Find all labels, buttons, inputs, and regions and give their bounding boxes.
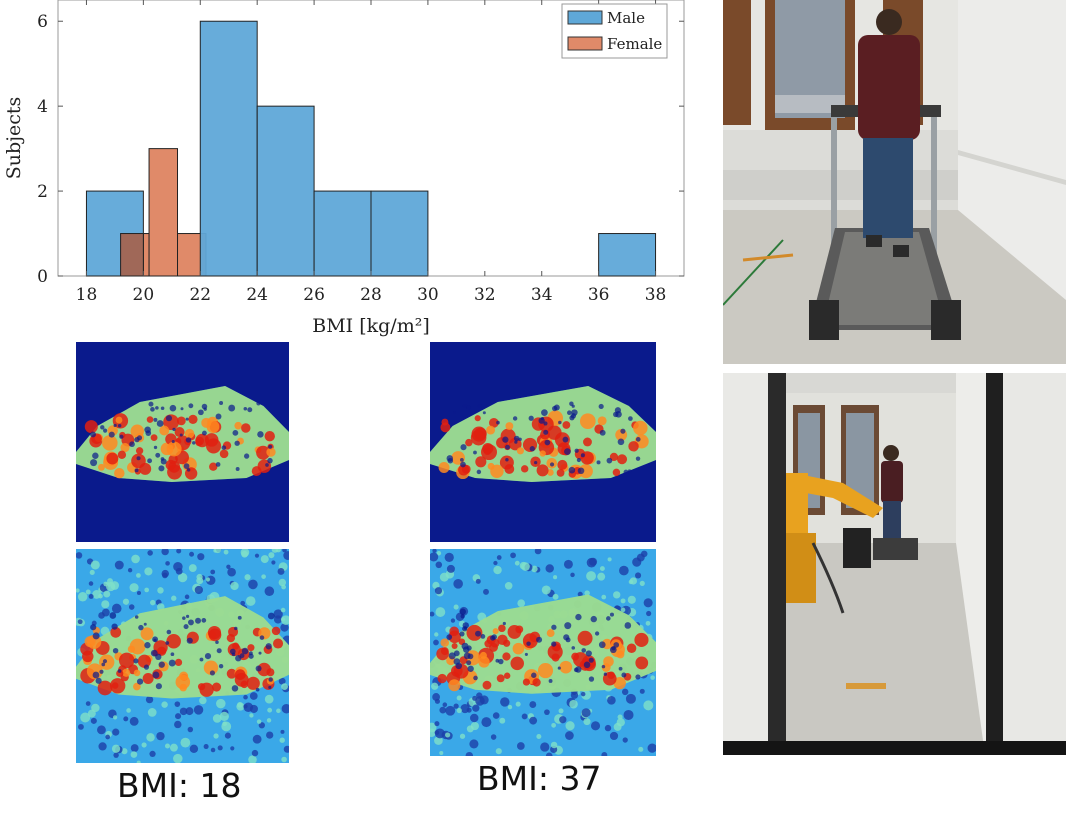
- bmi-label-right: BMI: 37: [477, 759, 602, 798]
- legend-swatch-female: [567, 36, 603, 51]
- hallway-robot-photo: [723, 373, 1066, 755]
- x-tick-label-2: 22: [189, 285, 211, 305]
- x-tick-label-6: 30: [417, 285, 439, 305]
- legend-swatch-male: [567, 10, 603, 25]
- male-bars: [85, 20, 657, 277]
- heatmap-bottom-left: [76, 549, 289, 763]
- x-tick-label-10: 38: [645, 285, 667, 305]
- x-axis-title: BMI [kg/m²]: [312, 315, 430, 337]
- legend-label-male: Male: [607, 9, 645, 27]
- y-axis-title: Subjects: [3, 97, 25, 180]
- chart-legend: Male Female: [561, 3, 668, 59]
- bmi-label-left: BMI: 18: [117, 766, 242, 805]
- y-tick-label-0: 0: [37, 267, 48, 287]
- x-tick-label-7: 32: [474, 285, 496, 305]
- x-tick-label-4: 26: [303, 285, 325, 305]
- x-tick-label-9: 36: [588, 285, 610, 305]
- bar-male-3: [313, 190, 372, 277]
- bar-male-1: [199, 20, 258, 277]
- y-tick-label-2: 4: [37, 97, 48, 117]
- bar-male-2: [256, 105, 315, 277]
- legend-label-female: Female: [607, 35, 662, 53]
- bar-female-1: [148, 148, 179, 277]
- x-tick-label-1: 20: [133, 285, 155, 305]
- y-tick-label-3: 6: [37, 12, 48, 32]
- heatmap-bottom-right: [430, 549, 656, 756]
- treadmill-photo: [723, 0, 1066, 364]
- x-tick-label-3: 24: [246, 285, 268, 305]
- x-tick-label-8: 34: [531, 285, 553, 305]
- x-tick-label-0: 18: [76, 285, 98, 305]
- bar-male-5: [598, 233, 657, 277]
- x-tick-label-5: 28: [360, 285, 382, 305]
- bar-overlap: [120, 233, 144, 277]
- heatmap-top-left: [76, 342, 289, 542]
- bar-male-4: [370, 190, 429, 277]
- heatmap-top-right: [430, 342, 656, 542]
- y-tick-label-1: 2: [37, 182, 48, 202]
